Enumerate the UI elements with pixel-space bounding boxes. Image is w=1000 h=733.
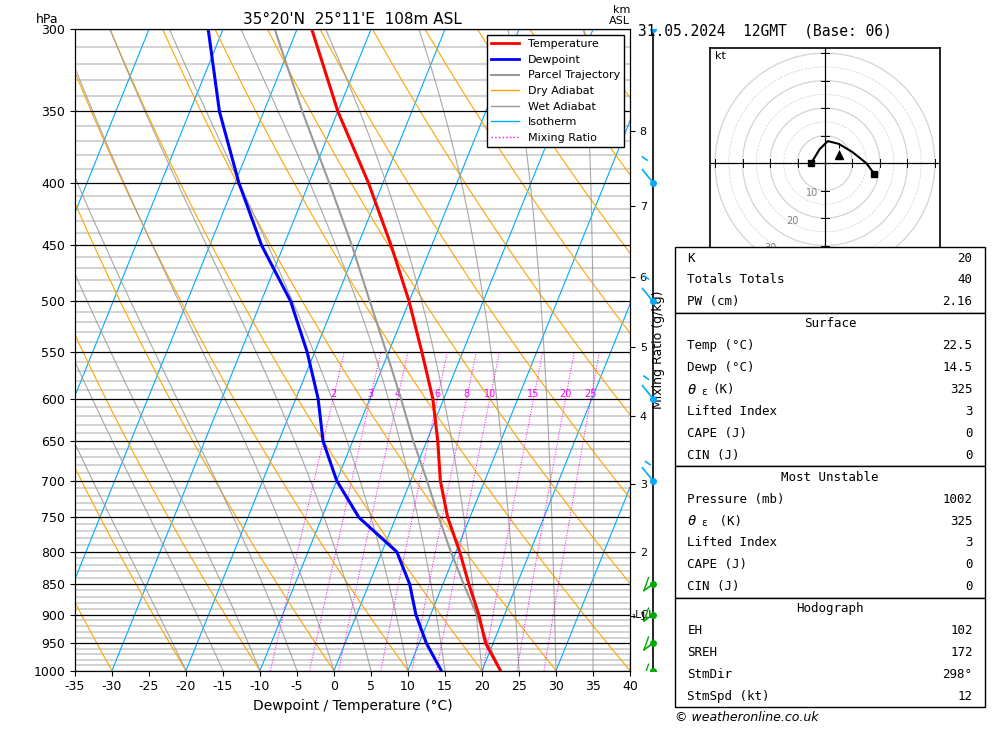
Text: 3: 3 [367, 388, 373, 399]
Text: 20: 20 [787, 216, 799, 226]
Text: 20: 20 [958, 251, 973, 265]
Text: 102: 102 [950, 624, 973, 637]
X-axis label: Dewpoint / Temperature (°C): Dewpoint / Temperature (°C) [253, 699, 452, 713]
Text: CIN (J): CIN (J) [687, 581, 740, 593]
Text: 0: 0 [965, 581, 973, 593]
Bar [675, 466, 985, 598]
Text: EH: EH [687, 624, 702, 637]
Text: Hodograph: Hodograph [796, 603, 864, 615]
Text: 10: 10 [484, 388, 496, 399]
Text: Totals Totals: Totals Totals [687, 273, 785, 287]
Text: 4: 4 [394, 388, 401, 399]
Text: (K): (K) [712, 383, 735, 396]
Text: 30: 30 [765, 243, 777, 253]
Text: Temp (°C): Temp (°C) [687, 339, 755, 353]
Text: θ: θ [687, 383, 696, 397]
Text: 0: 0 [965, 559, 973, 572]
Text: hPa: hPa [36, 13, 59, 26]
Text: 22.5: 22.5 [943, 339, 973, 353]
Bar [675, 313, 985, 466]
Text: CAPE (J): CAPE (J) [687, 427, 747, 440]
Title: 35°20'N  25°11'E  108m ASL: 35°20'N 25°11'E 108m ASL [243, 12, 462, 27]
Text: 0: 0 [965, 427, 973, 440]
Text: Surface: Surface [804, 317, 856, 331]
Text: © weatheronline.co.uk: © weatheronline.co.uk [675, 711, 818, 724]
Text: PW (cm): PW (cm) [687, 295, 740, 309]
Text: 6: 6 [434, 388, 440, 399]
Text: 31.05.2024  12GMT  (Base: 06): 31.05.2024 12GMT (Base: 06) [638, 23, 892, 38]
Text: Pressure (mb): Pressure (mb) [687, 493, 785, 506]
Text: 3: 3 [965, 405, 973, 418]
Text: 2: 2 [330, 388, 336, 399]
Text: 10: 10 [806, 188, 818, 198]
Text: 325: 325 [950, 383, 973, 396]
Text: ε: ε [701, 518, 707, 528]
Text: θ: θ [687, 514, 696, 528]
Text: Lifted Index: Lifted Index [687, 405, 777, 418]
Text: 3: 3 [965, 537, 973, 550]
Text: Dewp (°C): Dewp (°C) [687, 361, 755, 374]
Text: 14.5: 14.5 [943, 361, 973, 374]
Text: K: K [687, 251, 695, 265]
Text: 172: 172 [950, 646, 973, 659]
Text: 8: 8 [464, 388, 470, 399]
Text: 25: 25 [585, 388, 597, 399]
Text: 20: 20 [559, 388, 572, 399]
Text: ε: ε [701, 387, 707, 397]
Text: Lifted Index: Lifted Index [687, 537, 777, 550]
Text: CAPE (J): CAPE (J) [687, 559, 747, 572]
Text: 2.16: 2.16 [943, 295, 973, 309]
Text: kt: kt [715, 51, 726, 61]
Text: 0: 0 [965, 449, 973, 462]
Text: SREH: SREH [687, 646, 717, 659]
Text: 298°: 298° [943, 668, 973, 681]
Text: km
ASL: km ASL [609, 4, 630, 26]
Legend: Temperature, Dewpoint, Parcel Trajectory, Dry Adiabat, Wet Adiabat, Isotherm, Mi: Temperature, Dewpoint, Parcel Trajectory… [487, 35, 624, 147]
Text: 15: 15 [527, 388, 540, 399]
Bar [675, 247, 985, 313]
Text: 12: 12 [958, 690, 973, 703]
Text: ₁LCL: ₁LCL [631, 610, 654, 619]
Bar [675, 598, 985, 707]
Text: StmDir: StmDir [687, 668, 732, 681]
Text: Most Unstable: Most Unstable [781, 471, 879, 484]
Text: CIN (J): CIN (J) [687, 449, 740, 462]
Text: (K): (K) [712, 515, 742, 528]
Text: 40: 40 [958, 273, 973, 287]
Text: StmSpd (kt): StmSpd (kt) [687, 690, 770, 703]
Text: 1002: 1002 [943, 493, 973, 506]
Text: 325: 325 [950, 515, 973, 528]
Y-axis label: Mixing Ratio (g/kg): Mixing Ratio (g/kg) [652, 291, 665, 409]
